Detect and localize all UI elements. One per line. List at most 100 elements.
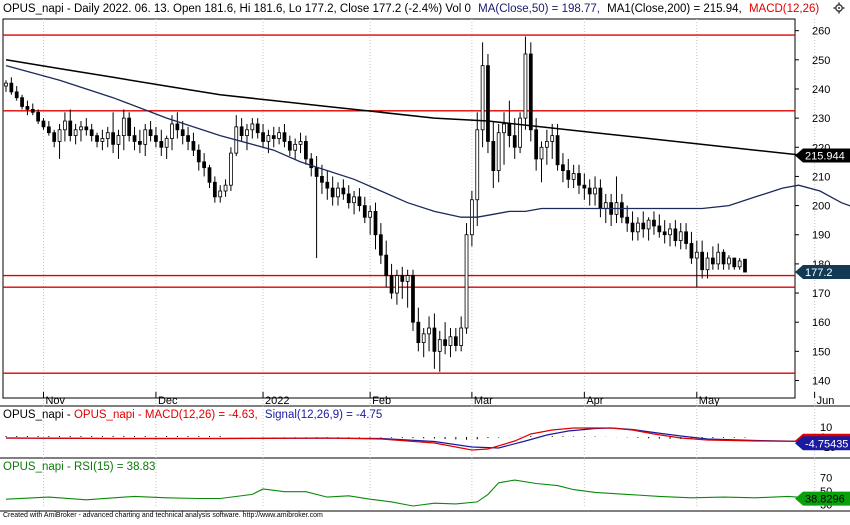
candle (196, 144, 201, 171)
candle (180, 121, 185, 145)
candle-body-down (325, 181, 330, 189)
candle-body-up (646, 219, 651, 230)
candle (255, 118, 260, 139)
candle (491, 121, 496, 189)
candle (30, 103, 35, 116)
candle-body-down (180, 129, 185, 137)
candle-body-down (341, 187, 346, 195)
candle (368, 205, 373, 235)
label-layer: 140150160170180190200210220230240250260N… (45, 26, 850, 512)
candle-body-up (636, 222, 640, 233)
candle (662, 220, 667, 244)
candle-body-down (95, 135, 99, 142)
candle (73, 123, 78, 145)
rsi-value-tag-box (795, 491, 850, 506)
candle-body-up (336, 187, 340, 198)
candle (132, 126, 137, 151)
x-tick-label: Feb (372, 395, 391, 407)
candle (277, 126, 281, 145)
ma200-value-tag-box (795, 148, 850, 163)
candle (52, 129, 57, 148)
candle (550, 123, 555, 159)
candle (261, 123, 265, 148)
candle (700, 240, 705, 279)
candle-body-up (603, 202, 608, 209)
series-layer (3, 34, 850, 507)
candle (571, 164, 576, 189)
candle-body-down (598, 187, 603, 209)
macd-header-signal: Signal(12,26,9) = -4.75 (265, 409, 382, 421)
candle (475, 112, 480, 226)
ma50-line (5, 64, 850, 218)
candle-body-down (561, 164, 565, 171)
main-plot-frame (2, 18, 796, 399)
candle (89, 123, 94, 142)
candle-body-up (164, 138, 169, 148)
candle-body-down (68, 120, 73, 137)
candle-body-up (143, 129, 148, 145)
candle-body-up (368, 211, 373, 218)
candle-body-down (330, 187, 335, 198)
candle-body-up (475, 129, 480, 201)
candle-body-down (700, 251, 705, 271)
ma200-value-tag-text: 215.944 (805, 150, 845, 162)
candle (694, 240, 699, 288)
candle-body-down (89, 129, 94, 137)
candle (320, 164, 324, 194)
candle-body-down (25, 106, 30, 110)
candle (25, 100, 30, 116)
candle-body-down (202, 161, 207, 169)
candle-body-up (277, 132, 281, 139)
candle (523, 36, 528, 130)
grid-layer (0, 18, 850, 512)
candle (57, 123, 62, 159)
candle-body-down (566, 170, 571, 180)
rsi-value-tag: 38.8296 (795, 491, 850, 506)
candle (480, 42, 485, 148)
candle-body-down (309, 158, 314, 169)
candle-body-down (710, 257, 715, 265)
candle (411, 269, 415, 331)
x-tick-label: Apr (586, 395, 603, 407)
macd-ytick-label: 10 (820, 422, 832, 434)
candle-body-down (362, 205, 367, 218)
candle (668, 223, 672, 247)
candle (432, 313, 437, 369)
candle-body-up (245, 129, 249, 137)
candle-body-down (52, 132, 57, 142)
last-close-tag-box (795, 265, 850, 280)
signal-value-tag-box (795, 436, 850, 451)
candle-body-down (453, 336, 458, 346)
candle (464, 223, 469, 334)
candle (212, 176, 217, 203)
candle (143, 123, 148, 157)
settings-gear-icon[interactable] (833, 2, 845, 14)
candle-body-down (582, 184, 587, 189)
candle (625, 205, 630, 232)
candle-body-up (105, 132, 110, 139)
candle-body-down (111, 132, 115, 145)
candle-body-up (229, 152, 233, 186)
candle-body-up (266, 135, 271, 142)
candle (539, 141, 544, 183)
candle-body-down (84, 126, 89, 131)
candle-body-down (443, 339, 447, 346)
candle-body-down (486, 65, 490, 142)
x-tick-label: May (699, 395, 720, 407)
signal-value-tag: -4.75435 (795, 436, 850, 451)
candle (282, 123, 287, 148)
candle (250, 118, 255, 139)
candle (336, 182, 340, 206)
candle-body-down (625, 216, 630, 224)
candle-body-down (743, 258, 747, 273)
candle-body-up (79, 126, 83, 131)
candle (36, 109, 41, 124)
main-ytick-label: 230 (812, 113, 830, 125)
candle-body-up (73, 129, 78, 137)
candle-body-down (534, 129, 539, 160)
candle-body-down (36, 111, 41, 122)
candle-body-down (239, 126, 244, 137)
candle-body-up (218, 190, 223, 198)
candle (566, 158, 571, 189)
